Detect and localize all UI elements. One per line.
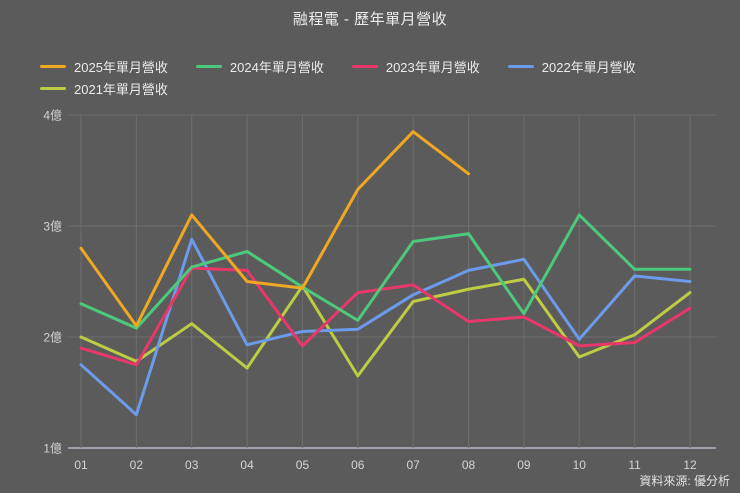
x-axis-tick-label: 08 xyxy=(461,458,476,472)
legend-color-swatch xyxy=(40,86,66,90)
series-line[interactable] xyxy=(79,130,471,328)
y-axis-tick-label: 4億 xyxy=(43,108,62,123)
y-axis-tick-label: 2億 xyxy=(43,330,62,345)
legend-color-swatch xyxy=(351,64,378,68)
x-axis-tick-label: 06 xyxy=(351,458,365,472)
legend-item[interactable]: 2023年單月營收 xyxy=(351,58,480,75)
legend-item[interactable]: 2025年單月營收 xyxy=(40,58,168,75)
x-axis-tick-label: 05 xyxy=(295,458,310,472)
series-line[interactable] xyxy=(79,277,692,378)
legend-item[interactable]: 2021年單月營收 xyxy=(40,80,168,97)
legend-label: 2024年單月營收 xyxy=(229,59,324,75)
y-axis-tick-label: 1億 xyxy=(43,441,62,456)
x-axis-tick-label: 11 xyxy=(628,458,641,472)
y-axis-tick-label: 3億 xyxy=(43,219,62,234)
x-axis-tick-label: 07 xyxy=(406,458,420,472)
series-line[interactable] xyxy=(79,266,692,367)
legend-label: 2025年單月營收 xyxy=(74,59,168,75)
legend-color-swatch xyxy=(40,64,66,68)
chart-legend: 2025年單月營收 2024年單月營收 2023年單月營收 2022年單月營收 2021… xyxy=(40,58,720,102)
legend-item[interactable]: 2024年單月營收 xyxy=(195,58,324,75)
series-line[interactable] xyxy=(79,237,692,417)
x-axis-tick-label: 09 xyxy=(517,458,531,472)
x-axis-tick-label: 10 xyxy=(572,458,586,472)
legend-item[interactable]: 2022年單月營收 xyxy=(507,58,636,75)
x-axis-tick-label: 01 xyxy=(74,458,88,472)
source-note: 資料來源: 優分析 xyxy=(639,474,730,488)
x-axis-tick-label: 03 xyxy=(185,458,199,472)
chart-title: 融程電 - 歷年單月營收 xyxy=(292,11,448,28)
x-axis-tick-label: 12 xyxy=(683,458,697,472)
legend-color-swatch xyxy=(507,64,534,68)
x-axis-tick-label: 04 xyxy=(240,458,254,472)
legend-label: 2023年單月營收 xyxy=(385,59,480,75)
legend-label: 2022年單月營收 xyxy=(541,59,636,75)
legend-label: 2021年單月營收 xyxy=(74,81,168,97)
series-line[interactable] xyxy=(79,213,692,330)
x-axis-tick-label: 02 xyxy=(129,458,144,472)
legend-color-swatch xyxy=(195,64,222,68)
